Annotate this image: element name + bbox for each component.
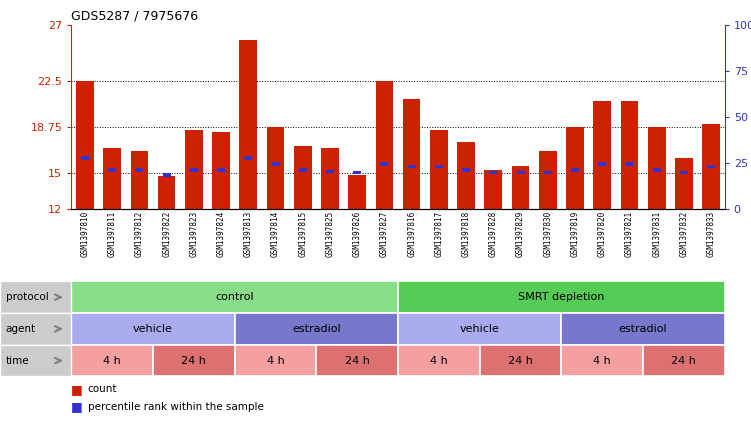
Bar	[462, 168, 470, 172]
Bar	[620, 102, 638, 209]
Bar	[599, 162, 606, 166]
Bar	[272, 162, 279, 166]
Bar	[593, 102, 611, 209]
Bar	[511, 167, 529, 209]
Text: 24 h: 24 h	[345, 356, 369, 365]
Bar	[76, 81, 94, 209]
Bar	[435, 165, 443, 168]
Bar	[353, 171, 361, 174]
Text: 24 h: 24 h	[508, 356, 533, 365]
Bar	[190, 168, 198, 172]
Bar	[131, 151, 148, 209]
Bar	[626, 162, 633, 166]
Text: GDS5287 / 7975676: GDS5287 / 7975676	[71, 10, 198, 23]
Text: agent: agent	[6, 324, 36, 334]
Bar	[675, 158, 692, 209]
Bar	[680, 171, 688, 174]
Bar	[376, 81, 394, 209]
Bar	[517, 171, 524, 174]
Text: count: count	[88, 385, 117, 395]
Text: vehicle: vehicle	[133, 324, 173, 334]
Bar	[294, 146, 312, 209]
Bar	[544, 171, 552, 174]
Bar	[299, 168, 306, 172]
Bar	[267, 126, 285, 209]
Text: ■: ■	[71, 383, 83, 396]
Bar	[185, 130, 203, 209]
Bar	[326, 170, 334, 173]
Bar	[566, 126, 584, 209]
Text: estradiol: estradiol	[292, 324, 341, 334]
Text: vehicle: vehicle	[460, 324, 499, 334]
Text: control: control	[216, 292, 254, 302]
Bar	[108, 168, 116, 172]
Bar	[702, 124, 720, 209]
Bar	[381, 162, 388, 166]
Bar	[408, 165, 415, 168]
Text: estradiol: estradiol	[619, 324, 668, 334]
Bar	[484, 170, 502, 209]
Bar	[240, 40, 257, 209]
Text: ■: ■	[71, 400, 83, 413]
Bar	[163, 173, 170, 177]
Text: 4 h: 4 h	[267, 356, 285, 365]
Text: 4 h: 4 h	[430, 356, 448, 365]
Bar	[539, 151, 556, 209]
Bar	[490, 171, 497, 174]
Text: 24 h: 24 h	[182, 356, 207, 365]
Bar	[707, 165, 715, 168]
Bar	[217, 168, 225, 172]
Bar	[104, 148, 121, 209]
Text: 4 h: 4 h	[104, 356, 121, 365]
Bar	[348, 175, 366, 209]
Text: time: time	[6, 356, 29, 365]
Bar	[213, 132, 230, 209]
Bar	[81, 156, 89, 159]
Bar	[648, 126, 665, 209]
Bar	[321, 148, 339, 209]
Text: 24 h: 24 h	[671, 356, 696, 365]
Bar	[158, 176, 176, 209]
Bar	[430, 130, 448, 209]
Bar	[653, 168, 661, 172]
Bar	[135, 168, 143, 172]
Bar	[571, 168, 579, 172]
Bar	[244, 156, 252, 159]
Text: protocol: protocol	[6, 292, 49, 302]
Text: SMRT depletion: SMRT depletion	[518, 292, 605, 302]
Text: 4 h: 4 h	[593, 356, 611, 365]
Bar	[457, 142, 475, 209]
Bar	[403, 99, 421, 209]
Text: percentile rank within the sample: percentile rank within the sample	[88, 402, 264, 412]
